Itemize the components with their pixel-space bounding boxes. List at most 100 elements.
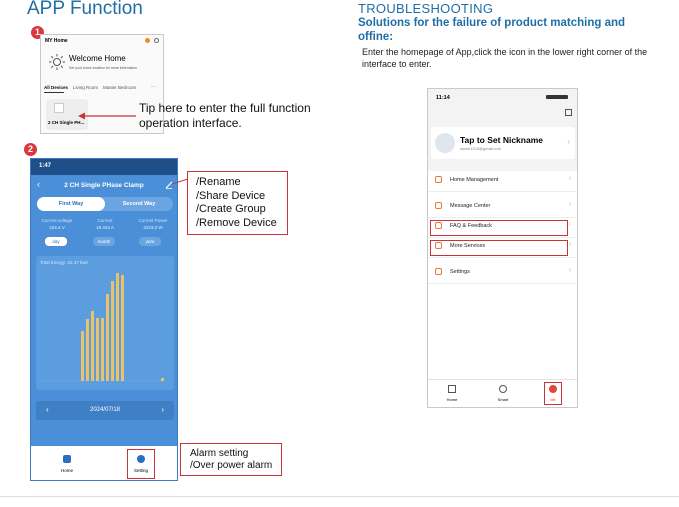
highlight-box xyxy=(127,449,155,479)
tab: Living Room xyxy=(73,85,99,90)
arrow xyxy=(78,112,136,120)
callout-line xyxy=(172,178,188,185)
period-button[interactable]: month xyxy=(93,237,115,246)
menu-label: FAQ & Feedback xyxy=(450,223,492,229)
way-selected xyxy=(37,197,105,211)
chevron: › xyxy=(568,175,571,182)
menu-icon xyxy=(435,268,442,275)
callout-item: Alarm setting xyxy=(190,448,249,459)
chevron: › xyxy=(567,137,570,146)
date-bar: ‹ 2024/07/18 › xyxy=(36,401,174,420)
home-menu: MY Home xyxy=(45,38,68,44)
callout-alarm: Alarm setting /Over power alarm xyxy=(180,443,282,476)
home-icon[interactable] xyxy=(63,455,71,463)
prev[interactable]: ‹ xyxy=(46,405,49,414)
tab-underline xyxy=(44,92,64,93)
highlight-box xyxy=(544,382,562,405)
nickname: Tap to Set Nickname xyxy=(460,135,543,145)
chevron: › xyxy=(568,241,571,248)
callout-item: /Rename xyxy=(196,176,241,188)
menu-row[interactable]: Settings › xyxy=(428,263,577,284)
tab: Master Bedroom xyxy=(103,85,137,90)
chevron: › xyxy=(568,201,571,208)
home-screenshot: MY Home Welcome Home Set your home locat… xyxy=(40,34,164,134)
menu-icon xyxy=(435,222,442,229)
chart-panel: Total Energy: 22.37 kwh xyxy=(36,256,174,390)
icon xyxy=(145,38,150,43)
device-title: 2 CH Single PHase Clamp xyxy=(64,182,144,189)
callout-item: /Over power alarm xyxy=(190,460,273,471)
stat-label: Current voltage xyxy=(41,218,73,223)
nav-label: Home xyxy=(60,468,73,473)
email: wewe1103@gmail.com xyxy=(460,146,502,151)
menu-row[interactable]: More Services › xyxy=(428,237,577,258)
sun-icon xyxy=(49,54,65,70)
device-card[interactable]: 2 CH Single PH... xyxy=(46,99,88,130)
instructions: Enter the homepage of App,click the icon… xyxy=(362,47,648,69)
menu-icon xyxy=(435,242,442,249)
menu-label: Settings xyxy=(450,269,470,275)
section-subtitle: Solutions for the failure of product mat… xyxy=(358,17,626,43)
stat-label: Current xyxy=(97,218,113,223)
status-bar xyxy=(31,159,177,175)
callout-item: /Share Device xyxy=(196,189,266,202)
status-time: 1:47 xyxy=(39,163,52,169)
avatar xyxy=(435,133,455,153)
stat-value: 4223.0 W xyxy=(143,225,163,230)
divider xyxy=(0,496,679,497)
energy-bars xyxy=(40,273,164,382)
nav-label: Setting xyxy=(133,468,148,473)
highlight-box xyxy=(430,220,568,236)
menu-label: Home Management xyxy=(450,177,499,183)
menu-row[interactable]: Message Center › xyxy=(428,197,577,218)
status-icons xyxy=(546,95,568,99)
way-tab[interactable]: Second Way xyxy=(122,201,156,207)
menu-icon xyxy=(435,176,442,183)
edit-icon[interactable] xyxy=(165,181,173,189)
home-icon[interactable] xyxy=(448,385,456,393)
nav-label: Home xyxy=(446,397,458,402)
back-icon[interactable]: ‹ xyxy=(37,179,40,189)
date: 2024/07/18 xyxy=(89,407,121,413)
period-button[interactable]: year xyxy=(139,237,161,246)
stat-label: Current Power xyxy=(138,218,168,223)
stat-value: 224.4 V xyxy=(49,225,65,230)
tab: All Devices xyxy=(44,85,69,90)
scan-icon[interactable] xyxy=(565,109,572,116)
profile-card[interactable]: Tap to Set Nickname wewe1103@gmail.com › xyxy=(431,127,575,159)
setting-icon[interactable] xyxy=(137,455,145,463)
menu-label: More Services xyxy=(450,243,486,249)
nav-label: Smart xyxy=(497,397,509,402)
menu-row[interactable]: FAQ & Feedback › xyxy=(428,217,577,238)
way-tab[interactable]: First Way xyxy=(58,201,84,207)
next[interactable]: › xyxy=(161,405,164,414)
callout-item: /Create Group xyxy=(196,203,266,215)
step-badge: 2 xyxy=(24,143,37,156)
menu-list: Home Management › Message Center › FAQ & F… xyxy=(428,171,577,379)
bottom-nav: Home Smart Me xyxy=(428,379,577,407)
menu-label: Message Center xyxy=(450,203,491,209)
total-energy: Total Energy: 22.37 kwh xyxy=(40,260,89,265)
welcome-title: Welcome Home xyxy=(69,54,126,63)
callout-menu: /Rename /Share Device /Create Group /Rem… xyxy=(187,171,288,235)
me-icon[interactable] xyxy=(549,385,557,393)
highlight-box xyxy=(430,240,568,256)
tip-text: Tip here to enter the full function oper… xyxy=(139,101,311,130)
section-title: APP Function xyxy=(27,0,143,19)
icon xyxy=(154,38,159,43)
device-screenshot: 1:47 ‹ 2 CH Single PHase Clamp First Way… xyxy=(30,158,178,481)
menu-row[interactable]: Home Management › xyxy=(428,171,577,192)
smart-icon[interactable] xyxy=(499,385,507,393)
chevron: › xyxy=(568,221,571,228)
status-time: 11:14 xyxy=(436,95,450,101)
chevron: › xyxy=(568,267,571,274)
menu-icon xyxy=(435,202,442,209)
device-name: 2 CH Single PH... xyxy=(48,120,85,125)
bottom-nav: Home Setting xyxy=(31,446,177,480)
period-button[interactable]: day xyxy=(45,237,67,246)
device-icon xyxy=(54,103,64,113)
nav-label: Me xyxy=(550,397,556,402)
stat-value: 19.443 A xyxy=(96,225,114,230)
profile-screenshot: 11:14 Tap to Set Nickname wewe1103@gmail… xyxy=(427,88,578,408)
